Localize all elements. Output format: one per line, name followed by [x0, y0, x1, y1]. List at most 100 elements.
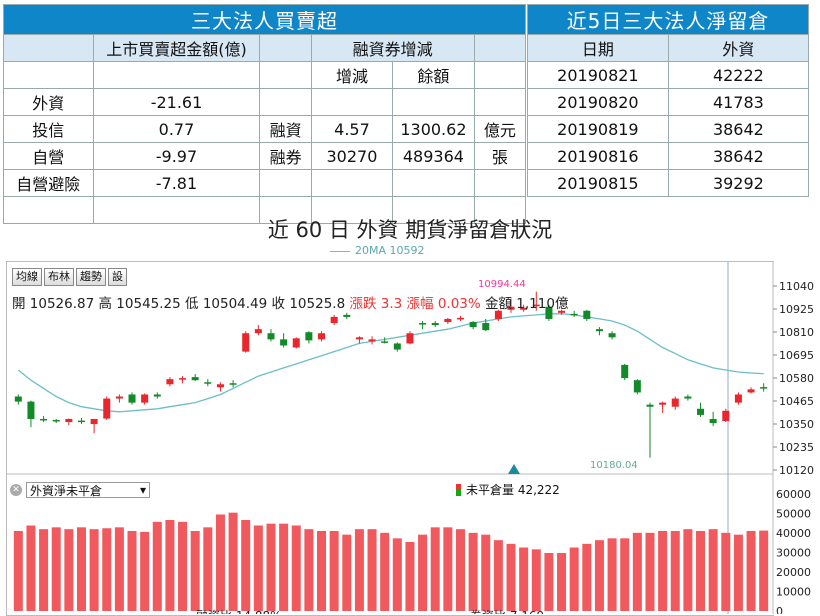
indicator-select[interactable]: 外資淨未平倉 ▾: [26, 482, 150, 498]
oi-bar: [696, 531, 706, 611]
oi-axis-label: 30000: [776, 547, 811, 560]
candle-body: [368, 339, 376, 342]
candle-body: [191, 377, 199, 381]
oi-bar: [178, 521, 188, 611]
left-table-row: 投信 0.77 融資 4.57 1300.62 億元: [3, 115, 527, 143]
price-axis-label: 10350: [779, 418, 814, 431]
settings-button[interactable]: 設: [108, 268, 127, 286]
price-axis-label: 10810: [779, 326, 814, 339]
oi-bar: [342, 534, 352, 611]
oi-bar: [76, 527, 86, 611]
candle-body: [355, 337, 363, 340]
candle-body: [659, 402, 667, 405]
close-icon[interactable]: ✕: [10, 484, 22, 496]
candle-body: [216, 384, 224, 388]
oi-bar: [405, 542, 415, 611]
price-axis-label: 10925: [779, 303, 814, 316]
candle-body: [646, 404, 654, 407]
cell-value: 42222: [667, 61, 810, 89]
candle-body: [65, 418, 73, 423]
cell-date: 20190821: [527, 61, 669, 89]
oi-bar: [114, 527, 124, 611]
candle-body: [141, 394, 149, 403]
oi-bar: [266, 523, 276, 611]
cell-unit: 億元: [473, 115, 527, 143]
oi-bar: [51, 527, 61, 611]
oi-bar: [443, 527, 453, 611]
oi-bar: [317, 531, 327, 611]
oi-bar: [759, 530, 769, 611]
candle-body: [77, 420, 85, 423]
oi-bar: [279, 523, 289, 611]
candle-body: [431, 323, 439, 326]
candle-body: [697, 408, 705, 415]
candle-body: [280, 339, 288, 346]
oi-bar: [203, 527, 213, 611]
chart-title: 近 60 日 外資 期貨淨留倉狀況: [267, 218, 553, 242]
net-position-table: 近5日三大法人淨留倉 日期 外資 20190821 42222 20190820 41…: [527, 4, 810, 197]
candle-body: [583, 310, 591, 319]
candle-body: [545, 306, 553, 319]
candle-body: [419, 323, 427, 325]
oi-bar: [354, 529, 364, 611]
candle-body: [27, 401, 35, 419]
oi-axis-label: 10000: [776, 586, 811, 599]
oi-bar: [594, 540, 604, 611]
ma-button[interactable]: 均線: [12, 268, 42, 286]
candle-body: [532, 304, 540, 307]
candle-body: [595, 329, 603, 332]
candle-body: [90, 418, 98, 425]
oi-bar: [291, 525, 301, 611]
oi-bar: [127, 531, 137, 611]
chevron-down-icon: ▾: [139, 483, 146, 497]
candle-body: [734, 394, 742, 403]
candle-body: [570, 313, 578, 316]
oi-bar: [708, 529, 718, 611]
price-low-label: 10180.04: [590, 460, 638, 471]
oi-bar: [569, 547, 579, 611]
oi-bar: [39, 529, 49, 611]
institutional-trading-table: 三大法人買賣超 上市買賣超金額(億) 融資券增減 增減 餘額 外資 -21.61 投…: [3, 4, 527, 224]
cell-date: 20190819: [527, 115, 669, 143]
cell-unit: [473, 169, 527, 197]
cell-change: [310, 196, 394, 224]
candle-body: [456, 317, 464, 320]
oi-bar: [392, 538, 402, 611]
candle-body: [760, 387, 768, 389]
cell-value: 41783: [667, 88, 810, 116]
candle-body: [684, 396, 692, 399]
candle-body: [393, 343, 401, 350]
cell-unit: [473, 88, 527, 116]
cell-change: 4.57: [310, 115, 394, 143]
cell-unit: [473, 196, 527, 224]
oi-bar: [165, 520, 175, 611]
candle-body: [520, 307, 528, 310]
right-table-row: 20190821 42222: [527, 61, 810, 89]
candle-body: [469, 322, 477, 328]
candle-body: [242, 333, 250, 352]
trend-button[interactable]: 趨勢: [76, 268, 106, 286]
oi-bar: [455, 529, 465, 611]
oi-axis-label: 20000: [776, 566, 811, 579]
candle-body: [482, 323, 490, 331]
candle-body: [494, 310, 502, 319]
oi-bar: [329, 531, 339, 611]
oi-bar: [632, 532, 642, 611]
candle-body: [52, 419, 60, 422]
oi-bar: [506, 543, 516, 611]
oi-bar: [544, 553, 554, 611]
right-table-title: 近5日三大法人淨留倉: [527, 4, 809, 35]
cell-balance: [392, 196, 475, 224]
candle-body: [166, 379, 174, 385]
bollinger-button[interactable]: 布林: [44, 268, 74, 286]
candle-body: [621, 364, 629, 379]
open-interest-legend: 未平倉量 42,222: [456, 481, 560, 498]
cell-date: 20190816: [527, 142, 669, 170]
oi-bar: [89, 529, 99, 611]
candle-body: [128, 394, 136, 403]
oi-bar: [557, 553, 567, 611]
candle-body: [507, 306, 515, 310]
candle-body: [267, 333, 275, 340]
oi-bar: [418, 534, 428, 611]
